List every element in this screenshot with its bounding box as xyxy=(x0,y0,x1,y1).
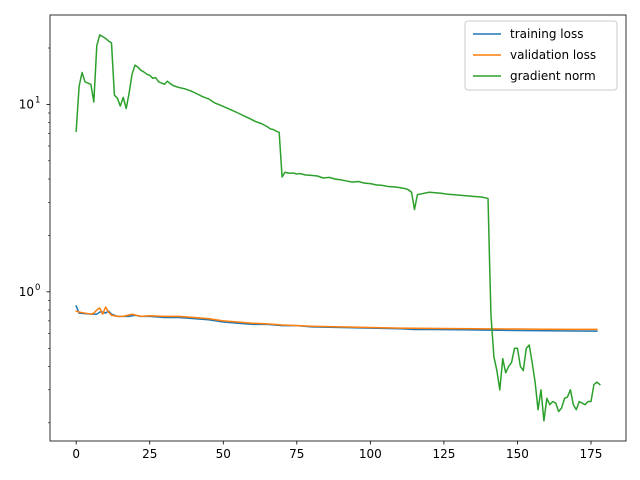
x-tick-label: 0 xyxy=(72,447,80,461)
x-tick-label: 50 xyxy=(216,447,231,461)
legend-label-2: gradient norm xyxy=(510,69,596,83)
y-tick-label: 10 xyxy=(19,97,34,111)
x-tick-label: 150 xyxy=(506,447,529,461)
y-tick-label-exponent: 0 xyxy=(35,283,40,293)
x-tick-label: 100 xyxy=(359,447,382,461)
x-tick-label: 25 xyxy=(142,447,157,461)
y-tick-label: 10 xyxy=(19,285,34,299)
y-tick-label-exponent: 1 xyxy=(35,95,40,105)
legend: training loss validation loss gradient nor… xyxy=(465,21,617,90)
legend-label-1: validation loss xyxy=(510,48,596,62)
x-tick-label: 175 xyxy=(580,447,603,461)
legend-label-0: training loss xyxy=(510,27,583,41)
x-tick-label: 125 xyxy=(432,447,455,461)
x-tick-label: 75 xyxy=(289,447,304,461)
